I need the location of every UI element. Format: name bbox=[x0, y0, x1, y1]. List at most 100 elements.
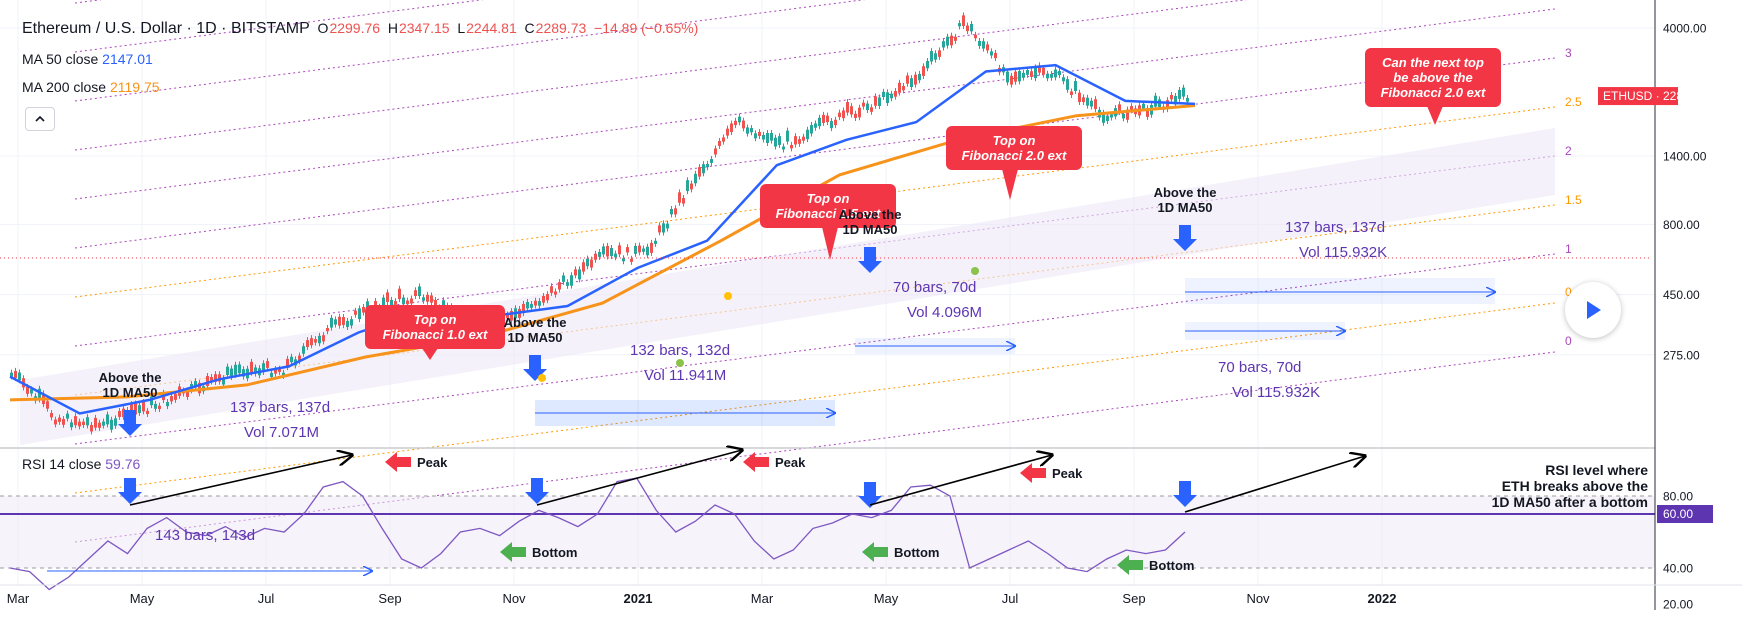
candle bbox=[682, 198, 685, 204]
svg-text:Fibonacci 2.0 ext: Fibonacci 2.0 ext bbox=[962, 148, 1067, 163]
rsi-value: 59.76 bbox=[105, 456, 141, 472]
candle bbox=[650, 242, 653, 253]
candle bbox=[266, 361, 269, 368]
candle bbox=[538, 301, 541, 306]
candle bbox=[1034, 67, 1037, 79]
candle bbox=[1182, 87, 1185, 97]
candle bbox=[914, 74, 917, 85]
candle bbox=[562, 275, 565, 282]
candle bbox=[530, 303, 533, 308]
candle bbox=[38, 388, 41, 400]
svg-text:Can the next top: Can the next top bbox=[1382, 55, 1484, 70]
time-axis[interactable]: Mar May Jul Sep Nov 2021 Mar May Jul Sep Nov 2022 bbox=[7, 591, 1397, 606]
candle bbox=[722, 137, 725, 142]
candle bbox=[926, 61, 929, 69]
rsi-arrow-2 bbox=[858, 482, 882, 508]
signal-dot-3 bbox=[971, 267, 979, 275]
ma50-note-1-0: Above the bbox=[504, 315, 567, 330]
candle bbox=[522, 303, 525, 314]
time-tick-2: Jul bbox=[258, 591, 275, 606]
candle bbox=[198, 382, 201, 394]
candle bbox=[842, 110, 845, 119]
candle bbox=[194, 381, 197, 388]
ma50-legend[interactable]: MA 50 close 2147.01 bbox=[22, 51, 153, 67]
candle bbox=[30, 389, 33, 394]
candle bbox=[602, 246, 605, 255]
candle bbox=[874, 96, 877, 106]
symbol-title: Ethereum / U.S. Dollar · 1D · BITSTAMP bbox=[22, 20, 310, 37]
price-axis[interactable]: 70000.0040000.0024000.0014000.008000.004… bbox=[1598, 0, 1713, 612]
rsi-tick-2: 40.00 bbox=[1663, 562, 1693, 576]
time-tick-4: Nov bbox=[502, 591, 526, 606]
candle bbox=[886, 92, 889, 104]
ma200-label: MA 200 close bbox=[22, 79, 107, 95]
candle bbox=[610, 248, 613, 257]
svg-text:Fibonacci 2.0 ext: Fibonacci 2.0 ext bbox=[1381, 85, 1486, 100]
svg-text:Peak: Peak bbox=[1052, 466, 1083, 481]
candle bbox=[46, 401, 49, 409]
candle bbox=[1054, 69, 1057, 78]
candle bbox=[1170, 95, 1173, 100]
candle bbox=[346, 320, 349, 327]
range-vol-3: Vol 115.932K bbox=[1299, 244, 1387, 261]
candle bbox=[62, 418, 65, 425]
ma50-arrow-2 bbox=[858, 247, 882, 273]
time-tick-6: Mar bbox=[751, 591, 774, 606]
candle bbox=[234, 364, 237, 375]
candle bbox=[654, 240, 657, 244]
fib-line-0 bbox=[74, 351, 1556, 543]
high-label: H bbox=[387, 20, 398, 36]
candle bbox=[342, 317, 345, 326]
replay-button[interactable] bbox=[1565, 282, 1621, 338]
candle bbox=[818, 117, 821, 127]
candle bbox=[338, 316, 341, 326]
candle bbox=[14, 370, 17, 378]
candle bbox=[1166, 100, 1169, 110]
rsi-tick-0: 80.00 bbox=[1663, 490, 1693, 504]
collapse-legend-button[interactable] bbox=[25, 107, 55, 131]
rsi-label: RSI 14 close bbox=[22, 456, 102, 472]
candle bbox=[754, 133, 757, 139]
candle bbox=[798, 139, 801, 144]
candle bbox=[674, 208, 677, 215]
time-tick-1: May bbox=[130, 591, 155, 606]
bottom-marker-0: Bottom bbox=[500, 542, 578, 562]
candle bbox=[98, 422, 101, 428]
candle bbox=[594, 253, 597, 260]
rsi-note-line-0: RSI level where bbox=[1545, 462, 1648, 478]
candle bbox=[946, 36, 949, 46]
svg-text:Peak: Peak bbox=[775, 455, 806, 470]
candle bbox=[534, 300, 537, 306]
candle bbox=[586, 258, 589, 267]
candle bbox=[362, 306, 365, 313]
candle bbox=[510, 311, 513, 321]
ma50-note-3-0: Above the bbox=[1154, 185, 1217, 200]
candle bbox=[70, 422, 73, 428]
fib-extra-2 bbox=[74, 0, 866, 102]
candle bbox=[846, 102, 849, 113]
candle bbox=[1042, 67, 1045, 75]
candle bbox=[918, 73, 921, 81]
candle bbox=[626, 247, 629, 253]
low-label: L bbox=[457, 20, 466, 36]
rsi-legend[interactable]: RSI 14 close 59.76 bbox=[22, 456, 140, 472]
candle bbox=[166, 401, 169, 407]
ma200-legend[interactable]: MA 200 close 2119.75 bbox=[22, 79, 160, 95]
candle bbox=[1046, 73, 1049, 79]
fib-label-2: 2 bbox=[1565, 144, 1572, 158]
candle bbox=[618, 245, 621, 255]
rsi-band bbox=[0, 496, 1655, 568]
candle bbox=[570, 275, 573, 286]
fib-label-1.5: 1.5 bbox=[1565, 193, 1582, 207]
symbol-legend: Ethereum / U.S. Dollar · 1D · BITSTAMP O… bbox=[22, 20, 698, 38]
time-tick-5: 2021 bbox=[624, 591, 653, 606]
candle bbox=[910, 78, 913, 88]
range-label-2: 70 bars, 70d bbox=[893, 279, 976, 296]
candle bbox=[102, 421, 105, 426]
candle bbox=[354, 310, 357, 315]
candle bbox=[1174, 96, 1177, 105]
candle bbox=[170, 396, 173, 402]
